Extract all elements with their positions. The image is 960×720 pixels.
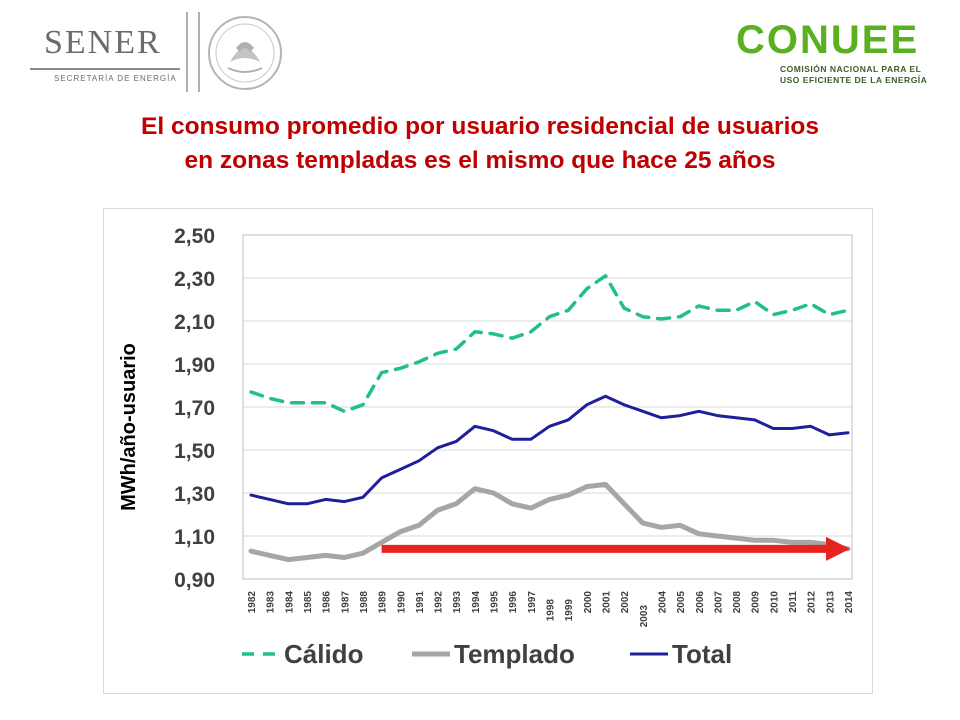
header: SENER SECRETARÍA DE ENERGÍA CONUEE COMIS… bbox=[0, 0, 960, 100]
x-tick-label: 2008 bbox=[732, 591, 743, 614]
x-tick-label: 1998 bbox=[546, 599, 557, 622]
series-line-templado bbox=[248, 481, 851, 563]
y-tick-label: 1,50 bbox=[174, 440, 215, 463]
x-tick-label: 2005 bbox=[676, 591, 687, 614]
x-tick-label: 1987 bbox=[340, 591, 351, 614]
series-line-calido bbox=[249, 274, 850, 414]
x-tick-label: 1995 bbox=[490, 591, 501, 614]
series-line-total bbox=[249, 394, 850, 506]
y-tick-label: 2,30 bbox=[174, 268, 215, 291]
x-tick-label: 1984 bbox=[284, 591, 295, 614]
page-title: El consumo promedio por usuario residenc… bbox=[20, 110, 940, 178]
x-tick-label: 2006 bbox=[695, 591, 706, 614]
legend-label: Total bbox=[672, 639, 732, 669]
x-tick-label: 2014 bbox=[844, 591, 855, 614]
coat-of-arms-icon bbox=[208, 16, 282, 90]
x-tick-label: 2009 bbox=[751, 591, 762, 614]
x-tick-label: 1992 bbox=[434, 591, 445, 614]
x-tick-label: 1997 bbox=[527, 591, 538, 614]
y-tick-label: 2,10 bbox=[174, 311, 215, 334]
x-tick-label: 2000 bbox=[583, 591, 594, 614]
x-tick-label: 1989 bbox=[378, 591, 389, 614]
chart-area: 0,90 1,10 1,30 1,50 1,70 1,90 2,10 2,30 2,50 MWh/… bbox=[103, 208, 873, 694]
sener-logo: SENER SECRETARÍA DE ENERGÍA bbox=[30, 18, 180, 88]
legend-label: Cálido bbox=[284, 639, 363, 669]
y-tick-label: 1,90 bbox=[174, 354, 215, 377]
conuee-subtitle-line2: USO EFICIENTE DE LA ENERGÍA bbox=[780, 75, 928, 85]
sener-logo-name: SENER bbox=[44, 24, 162, 61]
x-tick-label: 2010 bbox=[769, 591, 780, 614]
x-tick-label: 1983 bbox=[266, 591, 277, 614]
x-tick-label: 1988 bbox=[359, 591, 370, 614]
x-tick-label: 1991 bbox=[415, 591, 426, 614]
x-tick-label: 2013 bbox=[825, 591, 836, 614]
x-tick-label: 2003 bbox=[639, 605, 650, 628]
x-tick-label: 2011 bbox=[788, 591, 799, 613]
sener-logo-subtitle: SECRETARÍA DE ENERGÍA bbox=[54, 74, 177, 83]
conuee-subtitle-line1: COMISIÓN NACIONAL PARA EL bbox=[780, 64, 922, 74]
line-chart: 0,90 1,10 1,30 1,50 1,70 1,90 2,10 2,30 2,50 MWh/… bbox=[118, 225, 855, 669]
x-tick-label: 1982 bbox=[247, 591, 258, 614]
x-tick-label: 2007 bbox=[713, 591, 724, 614]
legend-label: Templado bbox=[454, 639, 575, 669]
y-axis-title: MWh/año-usuario bbox=[118, 343, 140, 511]
y-tick-label: 1,30 bbox=[174, 483, 215, 506]
x-tick-label: 1993 bbox=[452, 591, 463, 614]
x-tick-label: 2004 bbox=[657, 591, 668, 614]
x-tick-label: 2001 bbox=[601, 591, 612, 614]
y-tick-label: 1,10 bbox=[174, 526, 215, 549]
x-tick-label: 1990 bbox=[396, 591, 407, 614]
y-tick-label: 1,70 bbox=[174, 397, 215, 420]
sener-logo-line bbox=[30, 68, 180, 70]
annotation-arrow-head bbox=[826, 536, 850, 561]
title-line2: en zonas templadas es el mismo que hace … bbox=[184, 147, 776, 174]
y-tick-label: 2,50 bbox=[174, 225, 215, 248]
conuee-logo-subtitle: COMISIÓN NACIONAL PARA EL USO EFICIENTE … bbox=[780, 64, 927, 86]
x-tick-label: 1996 bbox=[508, 591, 519, 614]
logo-divider bbox=[198, 12, 200, 92]
x-tick-label: 1985 bbox=[303, 591, 314, 614]
x-tick-label: 2002 bbox=[620, 591, 631, 614]
y-tick-label: 0,90 bbox=[174, 569, 215, 592]
conuee-logo-name: CONUEE bbox=[736, 18, 920, 62]
logo-divider bbox=[186, 12, 188, 92]
plot-border bbox=[242, 234, 853, 580]
x-tick-label: 2012 bbox=[807, 591, 818, 614]
title-line1: El consumo promedio por usuario residenc… bbox=[141, 113, 819, 140]
x-tick-label: 1999 bbox=[564, 599, 575, 622]
x-tick-label: 1986 bbox=[322, 591, 333, 614]
conuee-logo: CONUEE COMISIÓN NACIONAL PARA EL USO EFI… bbox=[730, 18, 930, 88]
x-tick-label: 1994 bbox=[471, 591, 482, 614]
